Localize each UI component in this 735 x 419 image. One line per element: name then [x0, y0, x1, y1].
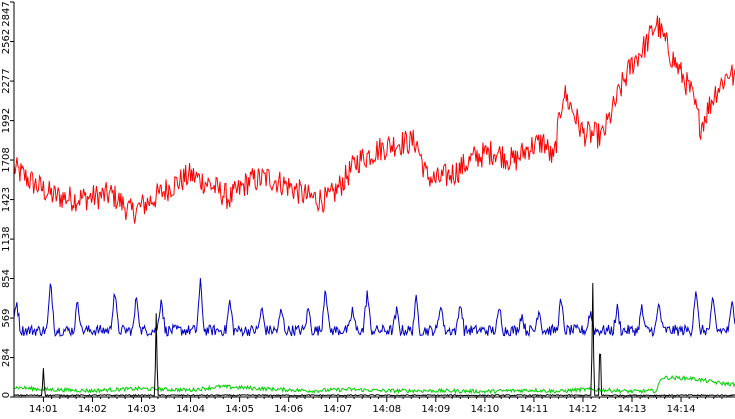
x-tick-label: 14:08: [372, 404, 401, 415]
y-tick-label: 2277: [1, 68, 12, 93]
y-tick-label: 1992: [1, 108, 12, 133]
y-tick-label: 854: [1, 269, 12, 288]
x-tick-label: 14:09: [421, 404, 450, 415]
y-tick-label: 2562: [1, 29, 12, 54]
x-tick-label: 14:04: [176, 404, 205, 415]
y-tick-label: 284: [1, 348, 12, 367]
x-tick-label: 14:11: [519, 404, 548, 415]
y-tick-label: 1708: [1, 147, 12, 172]
x-tick-label: 14:01: [29, 404, 58, 415]
x-tick-label: 14:14: [667, 404, 696, 415]
series-line-green: [13, 375, 735, 395]
series-line-black: [13, 282, 735, 397]
series-layer: [13, 15, 735, 397]
series-line-blue: [13, 278, 735, 338]
x-tick-label: 14:05: [225, 404, 254, 415]
y-tick-label: 1423: [1, 187, 12, 212]
x-tick-label: 14:06: [274, 404, 303, 415]
series-line-red: [13, 15, 735, 224]
y-tick-label: 569: [1, 309, 12, 328]
x-tick-label: 14:13: [618, 404, 647, 415]
x-tick-label: 14:10: [470, 404, 499, 415]
y-tick-label: 0: [1, 392, 12, 398]
y-tick-label: 1138: [1, 226, 12, 251]
x-tick-label: 14:12: [569, 404, 598, 415]
y-tick-label: 2847: [1, 1, 12, 26]
x-tick-label: 14:07: [323, 404, 352, 415]
x-tick-label: 14:03: [127, 404, 156, 415]
x-tick-label: 14:02: [78, 404, 107, 415]
